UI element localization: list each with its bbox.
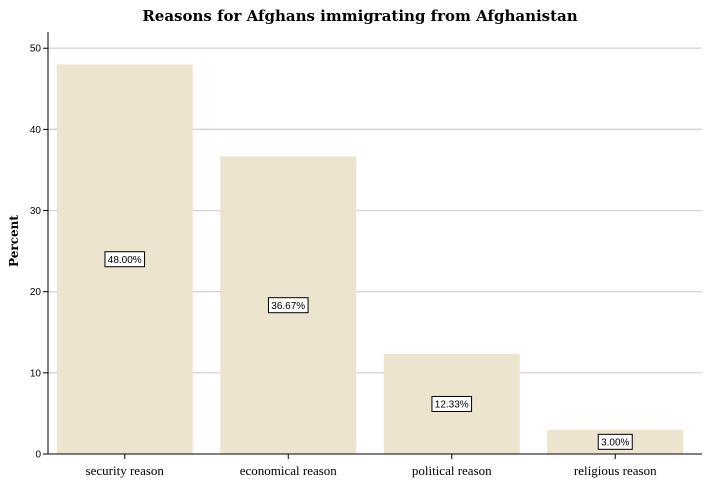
axes <box>43 32 702 459</box>
data-label-text: 48.00% <box>108 255 142 266</box>
y-tick-label: 10 <box>30 368 42 379</box>
data-label-4: 3.00% <box>597 433 633 450</box>
category-label: economical reason <box>240 463 338 478</box>
y-axis-label: Percent <box>7 215 21 267</box>
category-labels: security reason economical reason politica… <box>86 463 658 478</box>
y-tick-label: 0 <box>35 450 41 461</box>
y-tick-labels: 0 10 20 30 40 50 <box>30 44 42 461</box>
data-label-text: 12.33% <box>435 400 469 411</box>
category-label: political reason <box>412 463 492 478</box>
data-label-box <box>431 395 473 412</box>
data-labels: 48.00% 36.67% 12.33% 3.00% <box>104 251 633 450</box>
category-label: security reason <box>86 463 165 478</box>
data-label-text: 3.00% <box>601 437 629 448</box>
bars <box>56 64 684 454</box>
data-label-2: 36.67% <box>267 297 309 314</box>
chart-title: Reasons for Afghans immigrating from Afg… <box>142 7 577 25</box>
y-tick-label: 30 <box>30 206 42 217</box>
y-tick-label: 20 <box>30 287 42 298</box>
data-label-3: 12.33% <box>431 395 473 412</box>
data-label-text: 36.67% <box>271 301 305 312</box>
y-tick-label: 40 <box>30 125 42 136</box>
data-label-1: 48.00% <box>104 251 146 268</box>
y-tick-label: 50 <box>30 44 42 55</box>
category-label: religious reason <box>574 463 657 478</box>
data-label-box <box>104 251 146 268</box>
data-label-box <box>267 297 309 314</box>
data-label-box <box>597 433 633 450</box>
